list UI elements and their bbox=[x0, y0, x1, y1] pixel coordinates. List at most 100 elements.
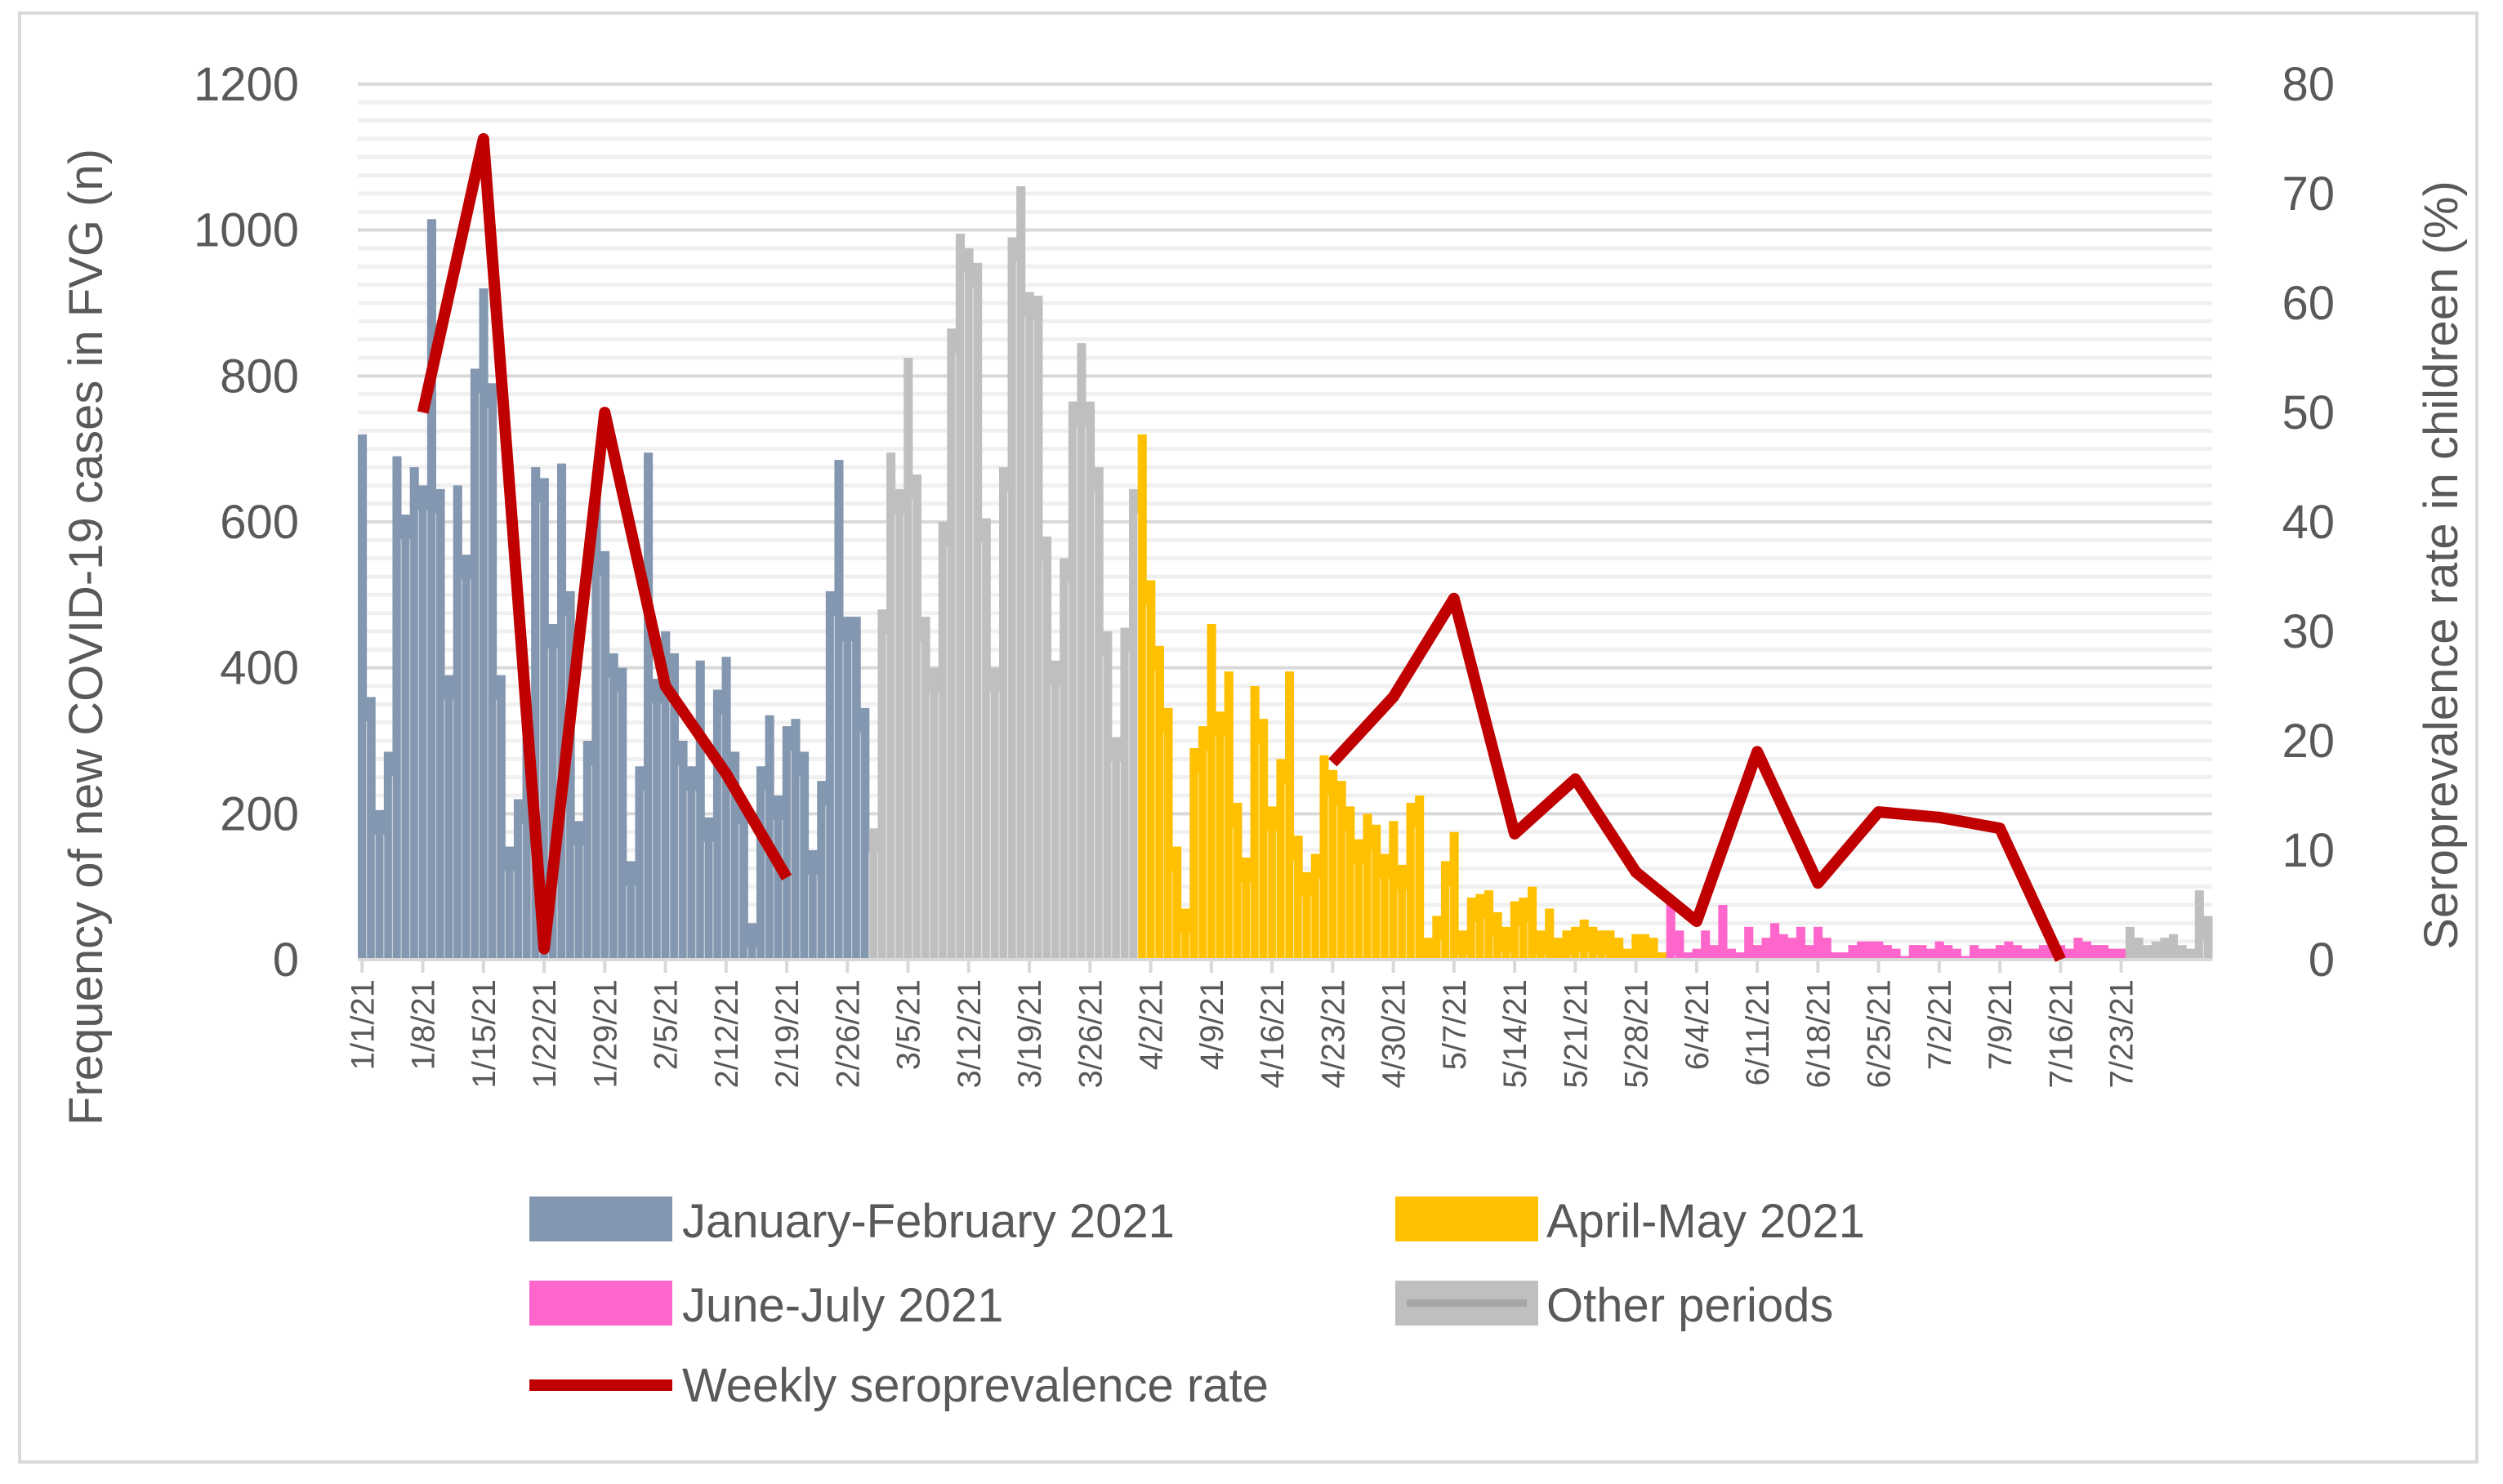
case-bar bbox=[539, 478, 549, 960]
x-tick-label: 2/26/21 bbox=[830, 979, 866, 1088]
legend-swatch-other-periods-stripe bbox=[1407, 1299, 1527, 1307]
y-left-tick-label: 1200 bbox=[194, 58, 299, 111]
case-bar bbox=[513, 799, 524, 960]
x-tick-label: 1/15/21 bbox=[466, 979, 502, 1088]
case-bar bbox=[1259, 719, 1269, 960]
case-bar bbox=[938, 522, 948, 960]
x-tick-label: 4/2/21 bbox=[1134, 979, 1170, 1070]
case-bar bbox=[912, 474, 921, 960]
case-bar bbox=[1761, 938, 1771, 960]
x-tick-label: 1/29/21 bbox=[587, 979, 623, 1088]
case-bar bbox=[851, 617, 861, 960]
case-bar bbox=[1129, 488, 1139, 960]
case-bar bbox=[1726, 948, 1737, 960]
case-bar bbox=[998, 467, 1009, 960]
case-bar bbox=[1189, 747, 1199, 960]
case-bar bbox=[1934, 941, 1944, 960]
case-bar bbox=[756, 766, 766, 960]
case-bar bbox=[678, 741, 688, 960]
case-bar bbox=[1701, 930, 1711, 960]
case-bar bbox=[505, 846, 515, 960]
case-bar bbox=[1137, 434, 1147, 960]
case-bar bbox=[1874, 941, 1884, 960]
case-bar bbox=[366, 697, 376, 960]
case-bar bbox=[1900, 956, 1910, 960]
case-bar bbox=[565, 590, 575, 960]
case-bar bbox=[600, 550, 610, 960]
y-right-tick-label: 10 bbox=[2282, 824, 2335, 877]
case-bar bbox=[843, 617, 853, 960]
x-tick-label: 4/23/21 bbox=[1315, 979, 1351, 1088]
x-tick-label: 4/9/21 bbox=[1194, 979, 1230, 1070]
case-bar bbox=[712, 689, 723, 960]
case-bar bbox=[1163, 707, 1173, 960]
case-bar bbox=[1501, 926, 1511, 960]
case-bar bbox=[1778, 934, 1788, 960]
y-right-tick-label: 70 bbox=[2282, 167, 2335, 221]
case-bar bbox=[782, 726, 792, 960]
legend-label-june-july: June-July 2021 bbox=[682, 1279, 1003, 1332]
case-bar bbox=[401, 515, 411, 960]
case-bar bbox=[2117, 948, 2126, 960]
case-bar bbox=[981, 518, 991, 960]
case-bar bbox=[1086, 401, 1095, 960]
y-left-tick-label: 1000 bbox=[194, 204, 299, 257]
case-bar bbox=[2143, 945, 2153, 960]
seroprevalence-line-segment bbox=[417, 133, 792, 955]
case-bar bbox=[2186, 948, 2196, 960]
case-bar bbox=[1224, 671, 1234, 960]
case-bar bbox=[418, 485, 428, 960]
legend: January-February 2021 April-May 2021 Jun… bbox=[529, 1195, 1865, 1412]
legend-swatch-january-february bbox=[529, 1197, 672, 1241]
case-bar bbox=[774, 795, 783, 960]
x-tick-label: 5/14/21 bbox=[1497, 979, 1533, 1088]
case-bar bbox=[1372, 824, 1381, 960]
case-bar bbox=[1111, 737, 1121, 960]
case-bar bbox=[626, 861, 636, 960]
case-bar bbox=[1596, 930, 1606, 960]
case-bar bbox=[1319, 755, 1329, 960]
case-bar bbox=[488, 383, 497, 960]
case-bar bbox=[618, 667, 627, 960]
case-bar bbox=[2108, 948, 2117, 960]
case-bar bbox=[1796, 926, 1805, 960]
case-bar bbox=[1354, 839, 1363, 960]
x-tick-label: 7/16/21 bbox=[2043, 979, 2079, 1088]
case-bar bbox=[1267, 806, 1277, 960]
case-bar bbox=[1666, 901, 1675, 960]
case-bar bbox=[1068, 401, 1077, 960]
case-bar bbox=[1198, 726, 1208, 960]
y-axis-left-title: Frequency of new COVID-19 cases in FVG (… bbox=[60, 149, 113, 1125]
case-bar bbox=[1345, 806, 1355, 960]
y-right-tick-label: 30 bbox=[2282, 605, 2335, 658]
case-bar bbox=[704, 817, 714, 960]
case-bar bbox=[1458, 930, 1468, 960]
case-bar bbox=[2030, 948, 2040, 960]
case-bar bbox=[2090, 945, 2100, 960]
legend-item-april-may: April-May 2021 bbox=[1395, 1195, 1865, 1248]
case-bar bbox=[955, 234, 966, 960]
case-bar bbox=[1440, 861, 1451, 960]
legend-label-seroprevalence: Weekly seroprevalence rate bbox=[682, 1359, 1269, 1412]
case-bar bbox=[834, 460, 844, 960]
case-bar bbox=[462, 555, 471, 960]
x-tick-label: 3/19/21 bbox=[1012, 979, 1048, 1088]
case-bar bbox=[661, 631, 671, 960]
case-bar bbox=[2125, 926, 2135, 960]
x-tick-label: 4/30/21 bbox=[1376, 979, 1412, 1088]
case-bar bbox=[392, 456, 402, 960]
case-bar bbox=[1579, 919, 1589, 960]
case-bar bbox=[1952, 948, 1961, 960]
case-bar bbox=[635, 766, 645, 960]
case-bar bbox=[990, 667, 1000, 960]
case-bar bbox=[877, 609, 887, 960]
case-bar bbox=[1683, 952, 1693, 960]
case-bar bbox=[791, 719, 801, 960]
case-bar bbox=[1510, 901, 1519, 960]
case-bar bbox=[1363, 813, 1372, 960]
case-bars bbox=[358, 186, 2213, 981]
case-bar bbox=[1276, 759, 1286, 960]
case-bar bbox=[1154, 645, 1164, 960]
case-bar bbox=[1389, 821, 1399, 960]
case-bar bbox=[1718, 905, 1728, 960]
